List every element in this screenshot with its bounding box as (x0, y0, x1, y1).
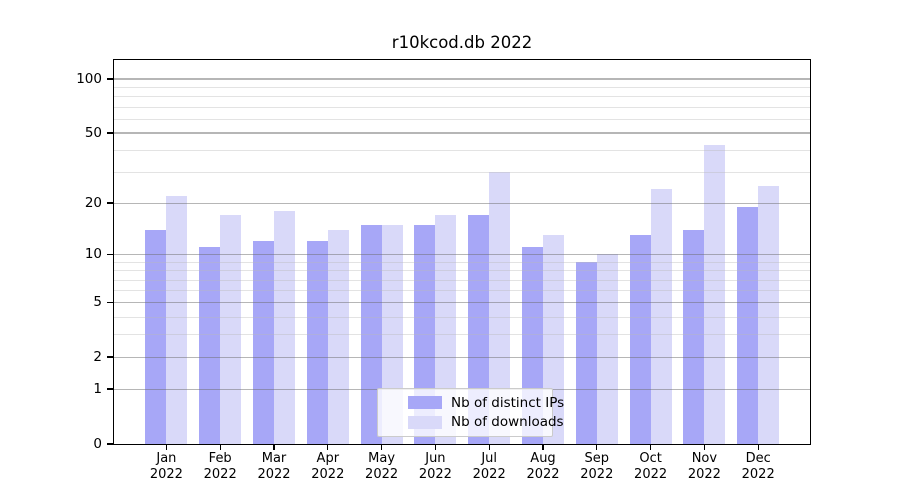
y-tick (107, 253, 114, 256)
x-tick-month: Nov (691, 451, 718, 466)
x-tick-month: Oct (639, 451, 662, 466)
x-tick-year: 2022 (257, 467, 291, 482)
y-tick-label: 1 (93, 381, 102, 398)
x-tick-year: 2022 (149, 467, 183, 482)
x-tick-month: Dec (745, 451, 771, 466)
x-tick-year: 2022 (365, 467, 399, 482)
x-tick-label: Jul 2022 (461, 451, 517, 483)
y-gridline-major (114, 132, 810, 134)
bar-downloads-apr (327, 229, 349, 444)
x-tick (434, 444, 437, 450)
x-tick-month: Jul (481, 451, 498, 466)
y-gridline-minor (114, 96, 810, 98)
x-tick-label: Aug 2022 (515, 451, 571, 483)
x-tick-year: 2022 (526, 467, 560, 482)
legend-item-downloads: Nb of downloads (408, 414, 564, 430)
bar-distinct-ips-mar (253, 241, 274, 444)
x-tick-month: Feb (208, 451, 232, 466)
chart-title: r10kcod.db 2022 (391, 33, 533, 52)
x-tick (757, 444, 759, 450)
bar-downloads-mar (274, 211, 295, 444)
bar-downloads-jun (435, 215, 457, 444)
y-tick-label: 10 (84, 246, 102, 263)
y-tick-label: 100 (76, 70, 102, 87)
x-tick-month: Sep (584, 451, 610, 466)
x-tick-month: Aug (530, 451, 556, 466)
plot-area: 0 1 2 5 10 20 50 100 Jan 2022 Feb 2022 Mar 2022 Apr 202… (76, 59, 811, 482)
x-tick-month: Jan (156, 451, 177, 466)
bar-distinct-ips-apr (306, 241, 328, 444)
bar-downloads-dec (758, 186, 780, 444)
x-tick (596, 444, 598, 450)
x-tick (327, 444, 329, 450)
x-tick-year: 2022 (580, 467, 614, 482)
y-tick-label: 50 (84, 124, 102, 141)
legend-item-distinct-ips: Nb of distinct IPs (408, 395, 564, 411)
x-tick-label: Nov 2022 (676, 451, 732, 483)
x-tick-year: 2022 (634, 467, 668, 482)
bar-downloads-jul (489, 172, 511, 444)
bar-distinct-ips-jan (145, 229, 167, 444)
x-tick (273, 444, 275, 450)
x-tick-month: Mar (261, 451, 287, 466)
y-tick-label: 2 (93, 349, 102, 366)
x-tick (488, 444, 490, 450)
x-tick-year: 2022 (687, 467, 721, 482)
bar-distinct-ips-jul (468, 215, 490, 444)
y-gridline-major (114, 78, 810, 80)
x-tick-year: 2022 (203, 467, 237, 482)
bar-distinct-ips-oct (629, 235, 651, 444)
y-gridline-minor (114, 87, 810, 89)
y-tick (107, 301, 114, 303)
bar-distinct-ips-sep (575, 261, 597, 444)
legend-label-distinct-ips: Nb of distinct IPs (451, 394, 565, 411)
bar-distinct-ips-feb (199, 247, 221, 444)
bar-downloads-jan (166, 195, 188, 444)
x-tick-label: Oct 2022 (623, 451, 679, 483)
x-tick-year: 2022 (741, 467, 775, 482)
bar-distinct-ips-dec (737, 207, 759, 444)
x-tick (703, 444, 706, 450)
x-tick-label: Sep 2022 (569, 451, 625, 483)
bar-downloads-nov (704, 144, 726, 444)
y-tick (107, 356, 114, 358)
x-tick-label: May 2022 (354, 451, 410, 483)
bar-downloads-sep (596, 254, 618, 444)
x-tick-label: Mar 2022 (246, 451, 302, 483)
y-gridline-minor (114, 118, 810, 120)
x-tick-label: Apr 2022 (300, 451, 356, 483)
x-tick-month: Jun (425, 451, 446, 466)
x-tick-label: Jun 2022 (407, 451, 463, 483)
x-tick-label: Dec 2022 (730, 451, 786, 483)
x-tick-year: 2022 (418, 467, 452, 482)
y-tick (107, 443, 114, 445)
y-tick-label: 0 (93, 436, 102, 452)
y-gridline-minor (114, 106, 810, 108)
y-tick-label: 20 (84, 195, 102, 212)
x-tick (219, 444, 221, 450)
y-tick (107, 202, 114, 204)
y-tick (107, 388, 114, 390)
bar-distinct-ips-nov (683, 229, 705, 444)
x-tick (165, 444, 168, 450)
x-tick-label: Jan 2022 (138, 451, 194, 483)
legend-swatch-downloads (408, 415, 442, 429)
x-tick (542, 444, 544, 450)
y-tick-label: 5 (93, 294, 102, 311)
x-tick-month: May (368, 451, 396, 466)
y-tick (107, 132, 114, 134)
x-tick-year: 2022 (311, 467, 345, 482)
x-tick (649, 444, 652, 450)
bar-downloads-feb (220, 215, 242, 444)
x-tick (380, 444, 383, 450)
legend-swatch-distinct-ips (408, 396, 442, 410)
y-tick (107, 78, 114, 80)
x-tick-month: Apr (316, 451, 340, 466)
legend: Nb of distinct IPs Nb of downloads (377, 388, 564, 437)
bar-downloads-oct (650, 189, 672, 444)
legend-label-downloads: Nb of downloads (451, 414, 564, 431)
x-tick-year: 2022 (472, 467, 506, 482)
x-tick-label: Feb 2022 (192, 451, 248, 483)
